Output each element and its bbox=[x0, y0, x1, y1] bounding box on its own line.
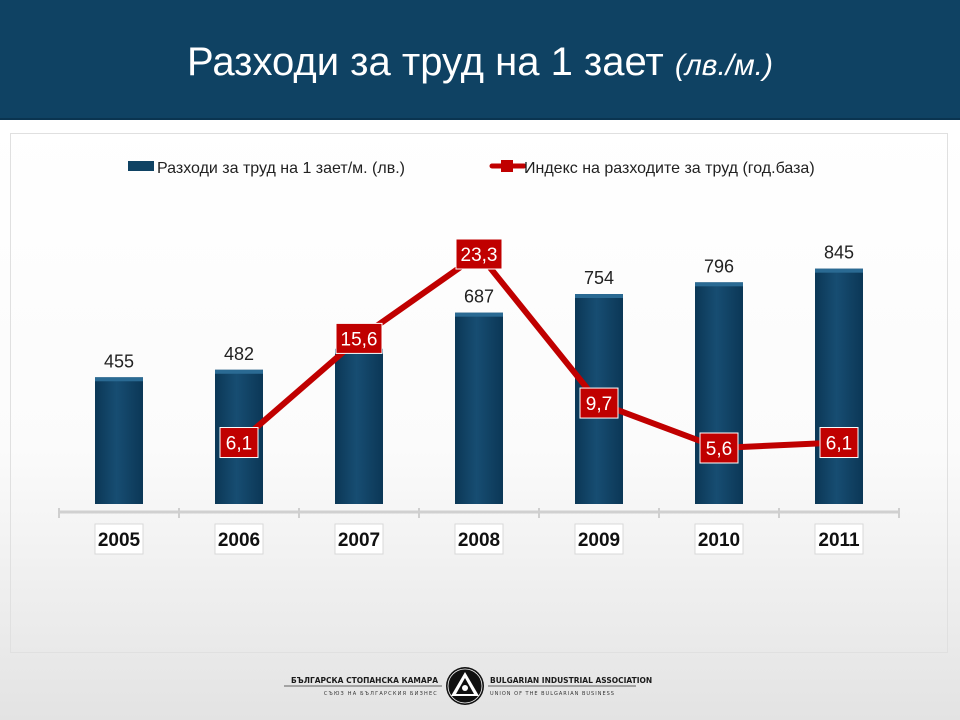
index-value-label-2010: 5,6 bbox=[706, 439, 732, 460]
index-marker-2008 bbox=[455, 238, 503, 270]
category-label-box-2009 bbox=[574, 523, 624, 555]
bar-cap-2006 bbox=[215, 369, 263, 374]
bar-value-label-2008: 687 bbox=[464, 287, 494, 307]
bar-cap-2011 bbox=[815, 268, 863, 273]
title-main: Разходи за труд на 1 зает bbox=[186, 40, 664, 84]
category-label-box-2006 bbox=[214, 523, 264, 555]
category-label-box-2005 bbox=[94, 523, 144, 555]
bar-value-label-2009: 754 bbox=[584, 268, 614, 288]
footer-logo: БЪЛГАРСКА СТОПАНСКА КАМАРА СЪЮЗ НА БЪЛГА… bbox=[284, 667, 652, 705]
bar-value-label-2010: 796 bbox=[704, 256, 734, 276]
bar-value-label-2006: 482 bbox=[224, 344, 254, 364]
index-value-label-2011: 6,1 bbox=[826, 434, 852, 455]
bar-cap-2008 bbox=[455, 312, 503, 317]
legend-swatch-marker bbox=[501, 160, 513, 172]
page-title: Разходи за труд на 1 зает (лв./м.) bbox=[0, 36, 960, 92]
bar-series bbox=[95, 268, 863, 504]
bar-2011 bbox=[815, 268, 863, 504]
category-label-box-2011 bbox=[814, 523, 864, 555]
bar-2010 bbox=[695, 282, 743, 504]
bar-value-label-2011: 845 bbox=[824, 243, 854, 263]
org-sub-en: UNION OF THE BULGARIAN BUSINESS bbox=[490, 691, 615, 697]
category-label-2007: 2007 bbox=[338, 530, 380, 551]
bar-value-label-2005: 455 bbox=[104, 351, 134, 371]
line-value-labels: 6,1 15,6 23,3 9,7 5,6 6,1 bbox=[219, 238, 859, 464]
legend-label-bar: Разходи за труд на 1 зает/м. (лв.) bbox=[157, 160, 405, 177]
index-value-label-2006: 6,1 bbox=[226, 434, 252, 455]
category-label-2011: 2011 bbox=[818, 530, 860, 551]
category-label-2006: 2006 bbox=[218, 530, 260, 551]
index-marker-2010 bbox=[699, 432, 739, 464]
index-line bbox=[237, 251, 840, 451]
bar-cap-2009 bbox=[575, 294, 623, 299]
index-value-label-2009: 9,7 bbox=[586, 394, 612, 415]
org-sub-bg: СЪЮЗ НА БЪЛГАРСКИЯ БИЗНЕС bbox=[324, 691, 438, 697]
bar-2007 bbox=[335, 348, 383, 504]
category-label-box-2010 bbox=[694, 523, 744, 555]
index-marker-2011 bbox=[819, 427, 859, 459]
index-marker-2006 bbox=[219, 427, 259, 459]
org-name-bg: БЪЛГАРСКА СТОПАНСКА КАМАРА bbox=[291, 676, 438, 685]
category-labels: 2005 2006 2007 2008 2009 2010 2011 bbox=[94, 523, 864, 555]
category-label-2009: 2009 bbox=[578, 530, 620, 551]
index-value-label-2007: 15,6 bbox=[341, 329, 378, 350]
category-label-box-2008 bbox=[454, 523, 504, 555]
title-bar: Разходи за труд на 1 зает (лв./м.) bbox=[0, 0, 960, 120]
index-marker-2007 bbox=[335, 322, 383, 354]
title-unit: (лв./м.) bbox=[674, 49, 774, 82]
bar-cap-2005 bbox=[95, 377, 143, 382]
bar-cap-2010 bbox=[695, 282, 743, 287]
bar-2008 bbox=[455, 312, 503, 504]
category-label-2008: 2008 bbox=[458, 530, 500, 551]
line-series bbox=[237, 251, 840, 451]
org-emblem-icon bbox=[446, 667, 484, 705]
org-name-en: BULGARIAN INDUSTRIAL ASSOCIATION bbox=[490, 676, 652, 685]
category-label-2010: 2010 bbox=[698, 530, 740, 551]
category-label-box-2007 bbox=[334, 523, 384, 555]
category-label-2005: 2005 bbox=[98, 530, 141, 551]
x-axis bbox=[58, 508, 900, 518]
index-marker-2009 bbox=[579, 387, 619, 419]
chart-frame bbox=[10, 133, 948, 653]
legend-label-line: Индекс на разходите за труд (год.база) bbox=[524, 160, 815, 177]
legend-swatch-bar bbox=[128, 161, 154, 171]
bar-2005 bbox=[95, 377, 143, 504]
index-value-label-2008: 23,3 bbox=[461, 245, 498, 266]
legend: Разходи за труд на 1 зает/м. (лв.) Индек… bbox=[128, 160, 815, 177]
